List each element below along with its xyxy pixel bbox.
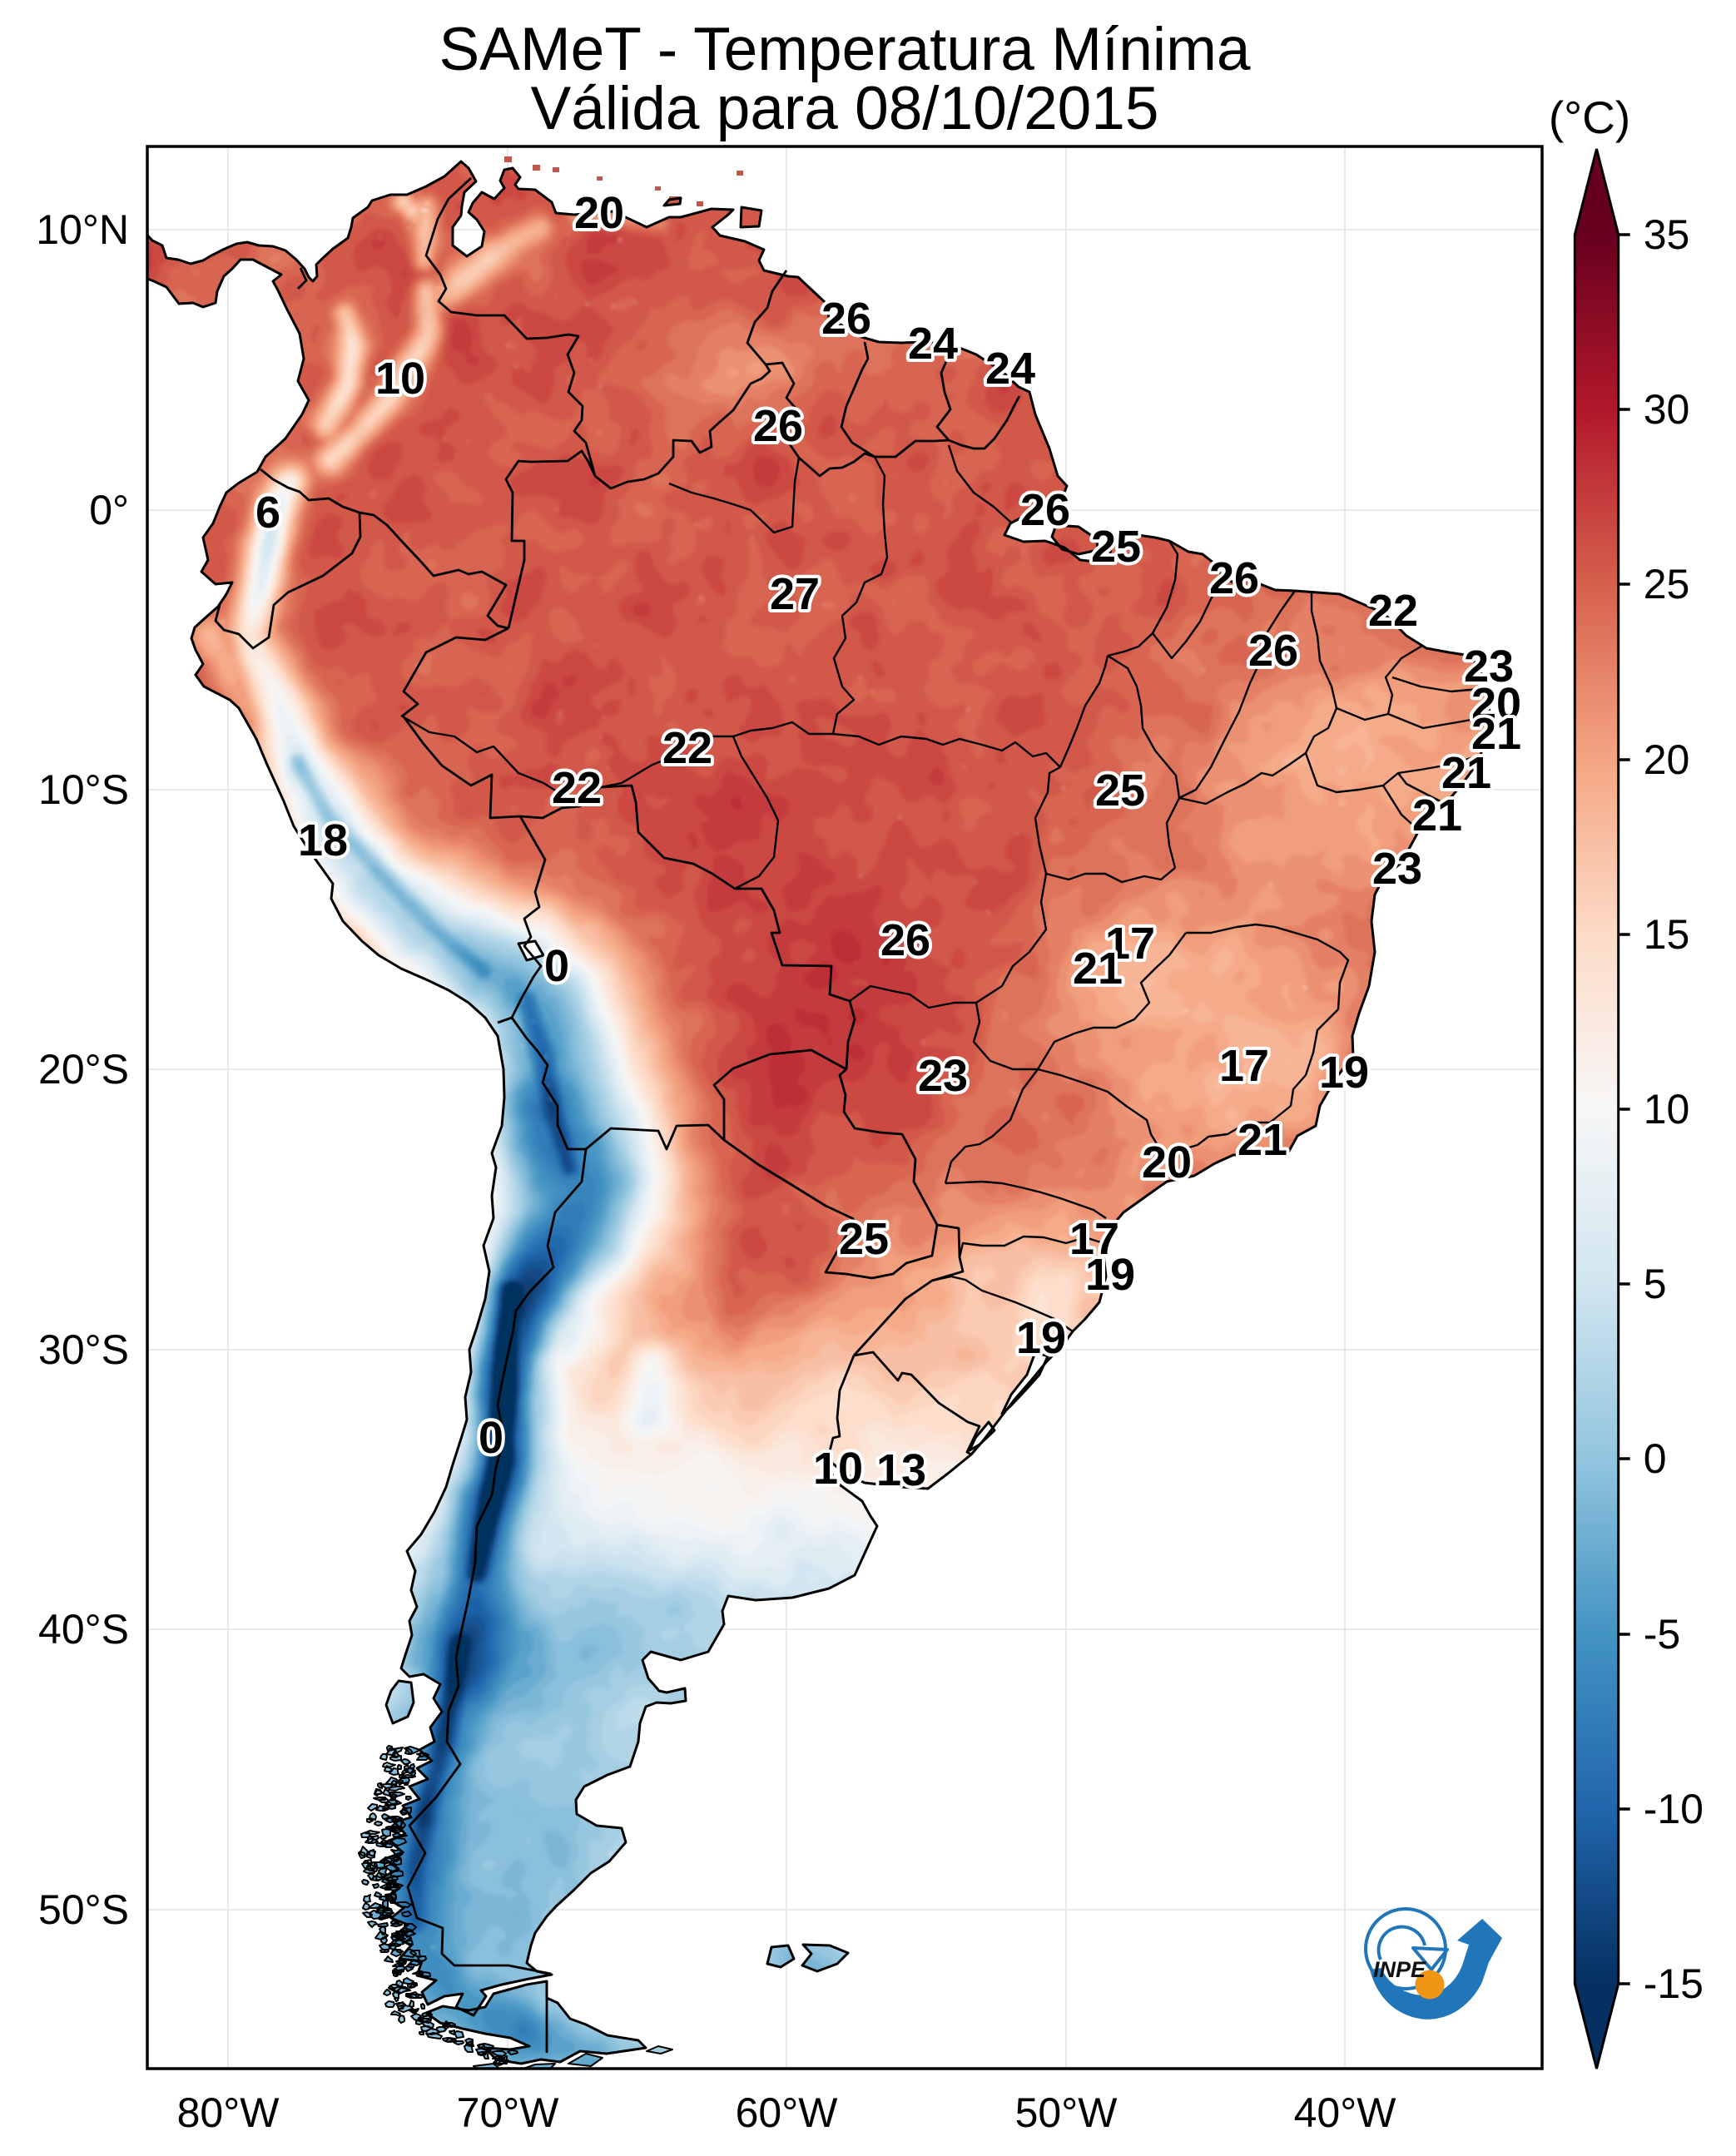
svg-text:26: 26 <box>1248 626 1298 676</box>
svg-text:20: 20 <box>574 188 624 238</box>
svg-text:22: 22 <box>662 723 712 773</box>
svg-text:26: 26 <box>880 915 930 965</box>
svg-text:19: 19 <box>1085 1250 1135 1300</box>
svg-text:30°S: 30°S <box>38 1326 129 1373</box>
svg-text:40°S: 40°S <box>38 1606 129 1653</box>
svg-text:17: 17 <box>1069 1214 1119 1264</box>
svg-text:10°N: 10°N <box>36 206 129 253</box>
svg-text:26: 26 <box>1209 553 1259 603</box>
svg-text:40°W: 40°W <box>1294 2089 1397 2136</box>
svg-text:25: 25 <box>1644 561 1690 607</box>
svg-text:60°W: 60°W <box>736 2089 839 2136</box>
svg-text:19: 19 <box>1319 1048 1369 1098</box>
svg-text:20: 20 <box>1471 679 1521 729</box>
svg-text:26: 26 <box>753 401 803 451</box>
svg-text:10: 10 <box>375 354 425 404</box>
svg-text:25: 25 <box>1095 766 1145 815</box>
svg-text:26: 26 <box>821 294 871 344</box>
svg-text:21: 21 <box>1471 709 1521 759</box>
svg-text:17: 17 <box>1219 1041 1269 1091</box>
svg-text:-5: -5 <box>1644 1611 1680 1658</box>
svg-text:10: 10 <box>813 1444 863 1494</box>
svg-text:22: 22 <box>552 763 602 813</box>
svg-text:23: 23 <box>1372 844 1422 894</box>
svg-text:80°W: 80°W <box>177 2089 280 2136</box>
svg-text:20: 20 <box>1644 736 1690 783</box>
svg-text:-10: -10 <box>1644 1786 1704 1832</box>
svg-text:21: 21 <box>1441 748 1491 798</box>
svg-text:50°S: 50°S <box>38 1886 129 1933</box>
svg-text:19: 19 <box>1016 1313 1066 1363</box>
svg-text:20: 20 <box>1142 1137 1192 1187</box>
svg-text:25: 25 <box>1091 522 1141 572</box>
svg-text:10: 10 <box>1644 1086 1690 1133</box>
svg-text:24: 24 <box>908 319 958 369</box>
svg-text:20°S: 20°S <box>38 1046 129 1093</box>
svg-text:15: 15 <box>1644 911 1690 958</box>
svg-text:10°S: 10°S <box>38 766 129 813</box>
svg-text:50°W: 50°W <box>1015 2089 1118 2136</box>
svg-text:35: 35 <box>1644 211 1690 258</box>
svg-text:70°W: 70°W <box>457 2089 560 2136</box>
svg-text:5: 5 <box>1644 1261 1667 1307</box>
svg-text:24: 24 <box>985 344 1035 394</box>
svg-text:21: 21 <box>1238 1115 1287 1165</box>
svg-text:27: 27 <box>770 569 820 619</box>
svg-text:INPE: INPE <box>1373 1957 1426 1982</box>
svg-text:21: 21 <box>1073 944 1123 994</box>
svg-text:SAMeT - Temperatura Mínima: SAMeT - Temperatura Mínima <box>439 16 1250 83</box>
svg-text:6: 6 <box>255 488 280 538</box>
svg-text:18: 18 <box>298 815 348 865</box>
svg-text:Válida para 08/10/2015: Válida para 08/10/2015 <box>531 75 1159 142</box>
svg-text:26: 26 <box>1020 485 1070 535</box>
svg-text:(°C): (°C) <box>1549 92 1630 143</box>
svg-text:-15: -15 <box>1644 1960 1704 2007</box>
svg-text:0: 0 <box>479 1413 503 1463</box>
svg-text:25: 25 <box>839 1214 889 1264</box>
svg-text:23: 23 <box>1464 642 1514 691</box>
svg-text:22: 22 <box>1368 586 1418 636</box>
svg-text:23: 23 <box>918 1051 968 1101</box>
svg-text:0: 0 <box>1644 1435 1667 1482</box>
svg-text:13: 13 <box>876 1445 926 1495</box>
svg-text:30: 30 <box>1644 386 1690 433</box>
svg-text:21: 21 <box>1412 791 1462 840</box>
svg-text:0: 0 <box>544 941 569 991</box>
svg-text:0°: 0° <box>89 487 129 533</box>
svg-text:17: 17 <box>1105 919 1155 969</box>
